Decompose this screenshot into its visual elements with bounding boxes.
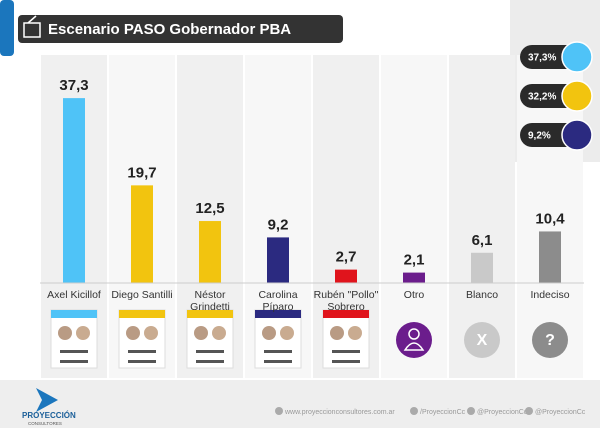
party-logo xyxy=(561,41,593,73)
footer-link: @ProyeccionCc xyxy=(535,409,586,416)
footer-link: @ProyeccionCc xyxy=(477,409,528,416)
bar xyxy=(131,185,153,283)
link-icon xyxy=(410,407,418,415)
party-logo xyxy=(561,80,593,112)
brand-sub: CONSULTORES xyxy=(28,421,62,426)
photo xyxy=(330,326,344,340)
candidate-card xyxy=(186,309,234,369)
card-band xyxy=(51,310,97,318)
party-total-label: 37,3% xyxy=(528,53,556,64)
bar xyxy=(403,272,425,283)
card-name xyxy=(60,360,88,363)
value-label: 10,4 xyxy=(535,210,565,227)
photo xyxy=(126,326,140,340)
title-tab xyxy=(0,0,14,56)
chart-title: Escenario PASO Gobernador PBA xyxy=(48,21,291,38)
x-tick-label: Néstor Grindetti xyxy=(190,289,230,313)
card-name xyxy=(264,360,292,363)
link-icon xyxy=(275,407,283,415)
party-logo xyxy=(561,119,593,151)
x-tick-label: Indeciso xyxy=(530,289,570,301)
candidate-card xyxy=(254,309,302,369)
card-band xyxy=(323,310,369,318)
card-name xyxy=(264,350,292,353)
blank-mark: X xyxy=(477,332,488,349)
bar xyxy=(335,269,357,283)
bar xyxy=(199,221,221,283)
value-label: 19,7 xyxy=(127,164,156,181)
x-tick-label: Axel Kicillof xyxy=(47,289,101,301)
photo xyxy=(212,326,226,340)
x-tick-label: Rubén "Pollo" Sobrero xyxy=(313,289,379,313)
undecided-icon xyxy=(532,322,568,358)
link-icon xyxy=(467,407,475,415)
candidate-card xyxy=(50,309,98,369)
value-label: 2,1 xyxy=(404,252,425,269)
brand-logo xyxy=(36,388,58,412)
card-name xyxy=(128,360,156,363)
photo xyxy=(262,326,276,340)
blank-icon xyxy=(464,322,500,358)
photo xyxy=(58,326,72,340)
value-label: 37,3 xyxy=(59,77,88,94)
brand: PROYECCIÓN xyxy=(22,411,76,420)
footer-link: /ProyeccionCc xyxy=(420,409,466,416)
title-bar xyxy=(18,15,343,43)
footer-band xyxy=(0,380,600,428)
photo xyxy=(280,326,294,340)
photo xyxy=(194,326,208,340)
value-label: 9,2 xyxy=(268,216,289,233)
card-band xyxy=(255,310,301,318)
x-tick-label: Carolina Píparo xyxy=(258,289,298,313)
bar xyxy=(471,252,493,283)
candidate-card xyxy=(118,309,166,369)
bar xyxy=(267,237,289,283)
value-label: 6,1 xyxy=(472,232,493,249)
card-band xyxy=(119,310,165,318)
party-total-label: 32,2% xyxy=(528,92,556,103)
x-tick-label: Diego Santilli xyxy=(111,289,173,301)
card-name xyxy=(60,350,88,353)
card-band xyxy=(187,310,233,318)
other-body xyxy=(403,342,425,351)
candidate-card xyxy=(322,309,370,369)
bar xyxy=(539,231,561,283)
other-head xyxy=(408,328,420,340)
other-icon xyxy=(396,322,432,358)
bar xyxy=(63,98,85,284)
footer-link: www.proyeccionconsultores.com.ar xyxy=(284,409,395,416)
link-icon xyxy=(525,407,533,415)
photo xyxy=(348,326,362,340)
value-label: 2,7 xyxy=(336,249,357,266)
undecided-mark: ? xyxy=(545,332,555,349)
card-name xyxy=(196,350,224,353)
card-name xyxy=(196,360,224,363)
photo xyxy=(76,326,90,340)
card-name xyxy=(128,350,156,353)
card-name xyxy=(332,350,360,353)
card-name xyxy=(332,360,360,363)
ballot-icon xyxy=(23,15,41,38)
photo xyxy=(144,326,158,340)
party-total-label: 9,2% xyxy=(528,131,551,142)
value-label: 12,5 xyxy=(195,200,224,217)
x-tick-label: Otro xyxy=(403,289,425,301)
x-tick-label: Blanco xyxy=(465,289,499,301)
